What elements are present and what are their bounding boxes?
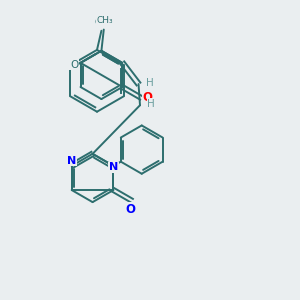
Text: CH₃: CH₃ [94, 18, 111, 27]
Text: N: N [67, 156, 76, 166]
Text: N: N [109, 162, 118, 172]
Text: H: H [146, 78, 154, 88]
Text: O: O [126, 203, 136, 216]
Text: O: O [70, 60, 78, 70]
Text: O: O [142, 92, 153, 104]
Text: CH₃: CH₃ [97, 16, 113, 25]
Text: H: H [147, 99, 155, 109]
